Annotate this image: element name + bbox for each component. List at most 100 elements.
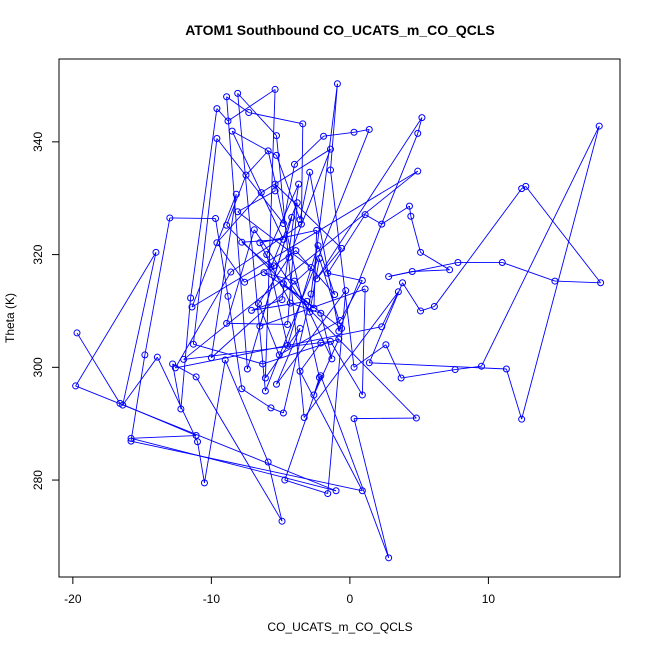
series-line-segment	[502, 262, 556, 282]
y-tick-label: 320	[31, 244, 45, 264]
data-point	[232, 190, 240, 198]
data-point	[286, 299, 294, 307]
series-line-segment	[299, 342, 322, 372]
data-point	[331, 291, 339, 299]
series-line-segment	[409, 206, 412, 217]
data-point	[127, 434, 135, 442]
data-point	[264, 458, 272, 466]
series-line-segment	[230, 223, 302, 273]
data-point	[213, 134, 221, 142]
y-axis: 280 300 320 340	[31, 132, 60, 490]
data-point	[284, 341, 292, 349]
data-point	[358, 277, 366, 285]
series-line-segment	[226, 96, 250, 113]
data-point	[223, 319, 231, 327]
data-point	[224, 292, 232, 300]
series-line-segment	[420, 251, 450, 271]
series-line-segment	[281, 184, 300, 300]
data-point	[299, 120, 307, 128]
data-point	[290, 277, 298, 285]
series-line-segment	[270, 202, 298, 268]
data-point	[254, 300, 262, 308]
series-line-segment	[130, 354, 146, 442]
data-point	[317, 339, 325, 347]
series-line-segment	[273, 250, 297, 267]
series-line-segment	[381, 205, 410, 225]
series-line-segment	[284, 479, 328, 495]
series-line-segment	[303, 291, 399, 418]
data-point	[72, 382, 80, 390]
data-point	[595, 122, 603, 130]
series-line-segment	[215, 218, 229, 297]
data-point	[315, 255, 323, 263]
series-line-segment	[525, 186, 601, 284]
series-line-segment	[401, 369, 456, 379]
data-point	[350, 363, 358, 371]
series-line-segment	[455, 365, 482, 371]
data-point	[317, 309, 325, 317]
series-line-segment	[264, 89, 276, 379]
series-line-segment	[339, 280, 363, 321]
series-line-segment	[191, 194, 237, 308]
data-point	[382, 341, 390, 349]
data-point	[194, 438, 202, 446]
data-point	[313, 226, 321, 234]
data-point	[270, 262, 278, 270]
series-line-segment	[192, 138, 218, 345]
data-point	[307, 290, 315, 298]
data-point	[361, 285, 369, 293]
series-line-segment	[183, 340, 331, 360]
data-point	[430, 302, 438, 310]
series-line-segment	[402, 282, 421, 312]
series-line-segment	[295, 250, 335, 295]
series-line-segment	[226, 174, 247, 226]
x-axis-label: CO_UCATS_m_CO_QCLS	[267, 620, 412, 634]
series-line-segment	[354, 417, 417, 420]
series-line-segment	[183, 170, 419, 360]
data-point	[417, 307, 425, 315]
data-point	[275, 351, 283, 359]
data-point	[278, 517, 286, 525]
data-point	[320, 132, 328, 140]
series-line-segment	[75, 252, 157, 387]
series-line-segment	[237, 93, 266, 392]
data-point	[260, 269, 268, 277]
series-line-segment	[385, 344, 402, 379]
data-point	[338, 244, 346, 252]
data-point	[306, 308, 314, 316]
data-point	[300, 413, 308, 421]
data-point	[227, 268, 235, 276]
series-line-segment	[267, 461, 283, 522]
series-line-segment	[216, 192, 262, 244]
series-line-segment	[282, 293, 312, 414]
series-line-segment	[279, 320, 341, 356]
series-line-segment	[251, 299, 283, 311]
data-point	[310, 391, 318, 399]
series-line-segment	[259, 229, 317, 244]
data-point	[454, 258, 462, 266]
data-point	[261, 387, 269, 395]
series-line-segment	[210, 194, 237, 358]
data-point	[245, 109, 253, 117]
series-line-segment	[174, 271, 232, 369]
series-line-segment	[226, 322, 288, 325]
data-point	[296, 367, 304, 375]
series-line-segment	[266, 183, 300, 255]
data-point	[152, 248, 160, 256]
series-line-segment	[231, 130, 277, 156]
data-point	[338, 324, 346, 332]
series-line-segment	[327, 272, 363, 281]
series-line-segment	[320, 375, 390, 558]
x-axis: -20 -10 0 10	[64, 576, 495, 606]
series-line-segment	[131, 435, 197, 439]
series-line-segment	[330, 341, 363, 396]
series-line-segment	[276, 155, 301, 220]
data-point	[326, 166, 334, 174]
series-line-segment	[204, 359, 226, 483]
data-point	[272, 132, 280, 140]
data-point	[296, 324, 304, 332]
data-point	[414, 167, 422, 175]
data-point	[256, 239, 264, 247]
data-point	[397, 374, 405, 382]
data-point	[418, 114, 426, 122]
